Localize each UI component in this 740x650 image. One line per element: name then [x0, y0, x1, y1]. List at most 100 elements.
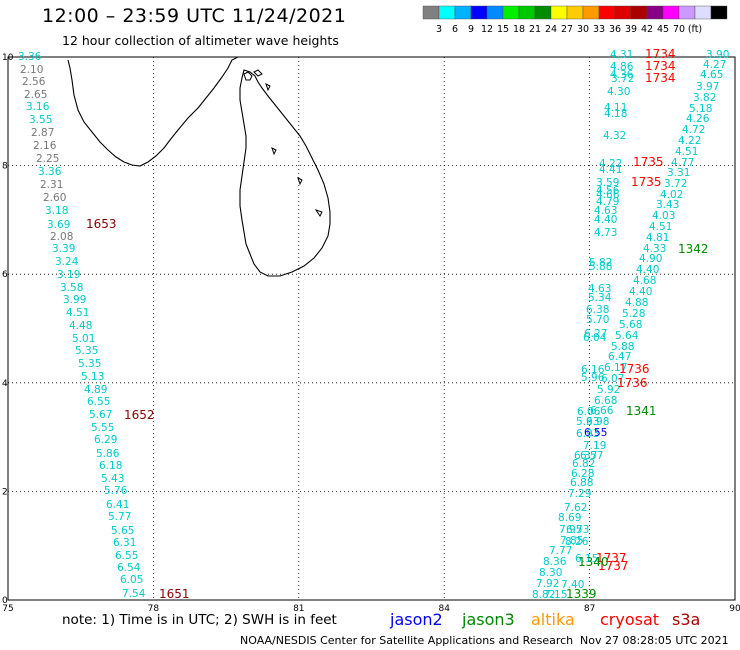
pass-time-label: 1339 — [566, 587, 597, 601]
wave-height-value: 5.96 — [581, 372, 605, 384]
wave-height-value: 3.31 — [667, 167, 690, 179]
wave-height-value: 5.64 — [615, 330, 639, 342]
scale-label: 24 — [545, 24, 557, 35]
wave-height-value: 7.95 — [559, 524, 582, 536]
wave-height-value: 4.81 — [646, 232, 669, 244]
scale-swatch — [454, 5, 472, 20]
footer-note: note: 1) Time is in UTC; 2) SWH is in fe… — [62, 612, 337, 628]
scale-label: 15 — [497, 24, 509, 35]
credit-line: NOAA/NESDIS Center for Satellite Applica… — [240, 634, 574, 647]
wave-height-value: 2.56 — [22, 76, 46, 88]
wave-height-value: 8.26 — [565, 536, 589, 548]
longitude-tick-label: 90 — [729, 604, 740, 614]
wave-height-value: 4.65 — [700, 69, 723, 81]
wave-height-value: 3.82 — [693, 92, 716, 104]
wave-height-value: 3.24 — [55, 256, 79, 268]
wave-height-value: 6.06 — [577, 406, 601, 418]
latitude-tick-label: 4 — [2, 379, 8, 389]
coastline — [67, 56, 331, 277]
legend-cryosat: cryosat — [600, 610, 660, 629]
wave-height-value: 5.92 — [597, 384, 620, 396]
scale-label: 9 — [468, 24, 474, 35]
wave-height-value: 4.72 — [682, 124, 705, 136]
wave-height-value: 6.04 — [583, 332, 607, 344]
wave-height-value: 8.82 — [532, 589, 555, 601]
pass-time-label: 1734 — [645, 59, 676, 73]
pass-time-label: 1734 — [645, 47, 676, 61]
wave-height-value: 4.36 — [610, 69, 634, 81]
wave-height-observations: 3.362.102.562.653.163.552.872.162.253.36… — [18, 47, 729, 601]
wave-height-value: 6.54 — [117, 562, 141, 574]
wave-height-value: 4.63 — [588, 283, 611, 295]
pass-time-label: 1736 — [617, 376, 648, 390]
india-coastline — [67, 56, 239, 167]
wave-height-value: 4.41 — [599, 164, 622, 176]
pass-time-label: 1342 — [678, 242, 709, 256]
scale-label: 27 — [561, 24, 573, 35]
scale-label: 42 — [641, 24, 653, 35]
wave-height-value: 4.88 — [625, 297, 648, 309]
wave-height-value: 3.97 — [696, 81, 719, 93]
wave-height-value: 4.31 — [610, 49, 633, 61]
wave-height-value: 4.22 — [599, 158, 622, 170]
wave-height-value: 6.47 — [608, 351, 631, 363]
wave-height-value: 3.72 — [611, 73, 634, 85]
scale-label: 33 — [593, 24, 605, 35]
wave-height-value: 6.16 — [581, 364, 605, 376]
legend-s3a: s3a — [672, 610, 701, 629]
wave-height-value: 3.19 — [57, 269, 80, 281]
wave-height-value: 4.03 — [652, 210, 675, 222]
wave-height-color-scale: 3 6 9 12 15 18 21 24 27 30 33 36 39 42 45 70 (ft) — [422, 5, 728, 35]
wave-height-value: 3.39 — [52, 243, 75, 255]
wave-height-value: 5.88 — [589, 261, 612, 273]
scale-swatch — [662, 5, 680, 20]
map-title: 12:00 – 23:59 UTC 11/24/2021 — [42, 5, 347, 27]
scale-swatch — [710, 5, 728, 20]
wave-height-value: 4.32 — [603, 130, 626, 142]
pass-time-label: 1340 — [578, 555, 609, 569]
scale-label: 12 — [481, 24, 493, 35]
scale-label: 45 — [657, 24, 669, 35]
wave-height-value: 7.77 — [549, 545, 572, 557]
scale-swatch — [694, 5, 712, 20]
pass-time-label: 1737 — [596, 551, 627, 565]
scale-swatch — [502, 5, 520, 20]
scale-swatch — [582, 5, 600, 20]
wave-height-value: 4.73 — [594, 227, 617, 239]
scale-swatch — [646, 5, 664, 20]
wave-height-value: 6.55 — [115, 550, 138, 562]
wave-height-value: 4.79 — [596, 196, 619, 208]
wave-height-value: 4.77 — [671, 157, 694, 169]
wave-height-value: 4.86 — [610, 61, 634, 73]
wave-height-value: 6.82 — [572, 458, 595, 470]
map-frame — [7, 56, 736, 601]
latitude-tick-label: 0 — [2, 596, 8, 606]
wave-height-value: 5.70 — [586, 314, 609, 326]
wave-height-value: 2.87 — [31, 127, 54, 139]
wave-height-value: 4.40 — [594, 214, 617, 226]
wave-height-value: 5.67 — [89, 409, 112, 421]
wave-height-value: 7.54 — [122, 588, 146, 600]
wave-height-value: 5.55 — [91, 422, 114, 434]
wave-height-value: 5.18 — [689, 103, 712, 115]
scale-swatch — [630, 5, 648, 20]
longitude-tick-label: 87 — [584, 604, 595, 614]
map-subtitle: 12 hour collection of altimeter wave hei… — [62, 33, 339, 48]
wave-height-value: 4.02 — [660, 189, 683, 201]
wave-height-value: 6.55 — [87, 396, 110, 408]
wave-height-value: 3.36 — [18, 51, 42, 63]
scale-label: 21 — [529, 24, 541, 35]
scale-swatch — [518, 5, 536, 20]
scale-label: 30 — [577, 24, 589, 35]
wave-height-value: 3.18 — [45, 205, 68, 217]
wave-height-value: 6.68 — [594, 395, 617, 407]
wave-height-value: 3.16 — [26, 101, 50, 113]
pass-time-label: 1736 — [619, 362, 650, 376]
scale-swatch — [534, 5, 552, 20]
wave-height-value: 4.89 — [84, 384, 107, 396]
scale-label: (ft) — [688, 24, 702, 35]
wave-height-value: 8.36 — [543, 556, 567, 568]
pass-time-label: 1341 — [626, 404, 657, 418]
